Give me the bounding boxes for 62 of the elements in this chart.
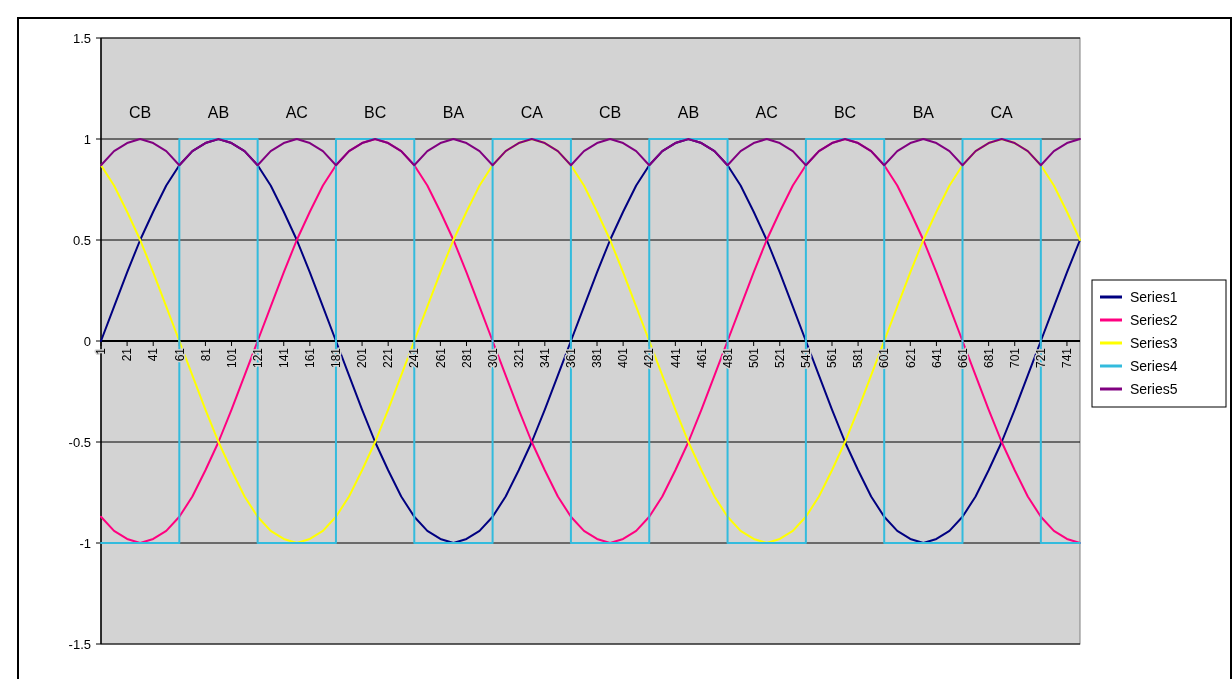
legend-label: Series5 (1130, 380, 1178, 397)
x-tick-label: 521 (772, 347, 787, 369)
legend-label: Series3 (1130, 334, 1178, 351)
x-tick-label: 501 (746, 347, 761, 369)
annotation: BA (912, 104, 935, 122)
x-tick-label: 421 (642, 347, 657, 369)
y-tick-label: -1.5 (68, 636, 91, 652)
annotation: CB (598, 104, 622, 122)
x-tick-label: 661 (955, 347, 970, 369)
y-tick-label: 1 (83, 131, 91, 147)
x-tick-label: 81 (198, 347, 213, 362)
x-tick-label: 121 (250, 347, 265, 369)
x-tick-label: 241 (407, 347, 422, 369)
x-tick-label: 681 (981, 347, 996, 369)
x-tick-label: 141 (276, 347, 291, 369)
x-tick-label: 61 (172, 347, 187, 362)
x-tick-label: 561 (825, 347, 840, 369)
x-tick-label: 741 (1060, 347, 1075, 369)
x-tick-label: 621 (903, 347, 918, 369)
x-tick-label: 221 (381, 347, 396, 369)
x-tick-label: 721 (1034, 347, 1049, 369)
x-tick-label: 321 (511, 347, 526, 369)
x-tick-label: 481 (720, 347, 735, 369)
x-tick-label: 161 (303, 347, 318, 369)
x-tick-label: 41 (146, 347, 161, 362)
x-tick-label: 261 (433, 347, 448, 369)
x-tick-label: 201 (355, 347, 370, 369)
annotation: AB (207, 104, 230, 122)
annotation: BC (833, 104, 857, 122)
x-tick-label: 281 (459, 347, 474, 369)
annotation: CB (129, 104, 152, 122)
x-tick-label: 541 (799, 347, 814, 369)
x-tick-label: 401 (616, 347, 631, 369)
x-tick-label: 381 (590, 347, 605, 369)
y-tick-label: -0.5 (68, 434, 91, 450)
x-tick-label: 301 (485, 347, 500, 369)
x-tick-label: 701 (1007, 347, 1022, 369)
x-tick-label: 21 (120, 347, 135, 362)
x-tick-label: 441 (668, 347, 683, 369)
y-tick-label: 1.5 (72, 30, 91, 46)
y-tick-label: -1 (79, 535, 91, 551)
x-tick-label: 181 (329, 347, 344, 369)
x-tick-label: 601 (877, 347, 892, 369)
legend-label: Series4 (1130, 357, 1178, 374)
x-tick-label: 581 (851, 347, 866, 369)
annotation: CA (990, 104, 1014, 122)
x-tick-label: 101 (224, 347, 239, 369)
annotation: AB (677, 104, 700, 122)
legend-label: Series1 (1130, 288, 1178, 305)
x-tick-label: 641 (929, 347, 944, 369)
y-tick-label: 0.5 (72, 232, 91, 248)
x-tick-label: 1 (94, 347, 109, 355)
annotation: CA (520, 104, 544, 122)
x-tick-label: 361 (564, 347, 579, 369)
annotation: BA (442, 104, 465, 122)
annotation: BC (364, 104, 387, 122)
x-tick-label: 461 (694, 347, 709, 369)
annotation: AC (755, 104, 778, 122)
annotation: AC (285, 104, 308, 122)
y-tick-label: 0 (83, 333, 91, 349)
x-tick-label: 341 (538, 347, 553, 369)
legend-label: Series2 (1130, 311, 1178, 328)
